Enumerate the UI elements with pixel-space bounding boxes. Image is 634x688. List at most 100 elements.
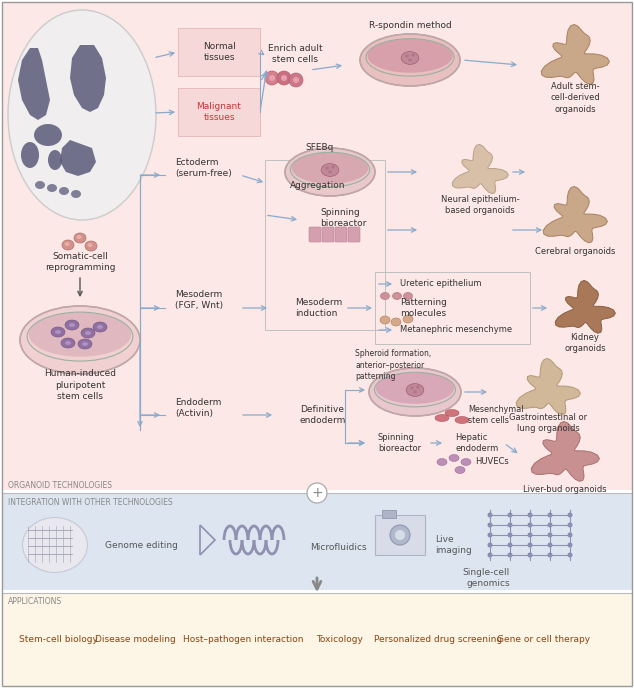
Ellipse shape bbox=[51, 327, 65, 337]
Polygon shape bbox=[541, 25, 609, 85]
Text: Mesenchymal
stem cells: Mesenchymal stem cells bbox=[468, 405, 524, 425]
Text: Mesoderm
(FGF, Wnt): Mesoderm (FGF, Wnt) bbox=[175, 290, 223, 310]
Ellipse shape bbox=[85, 241, 97, 251]
Text: HUVECs: HUVECs bbox=[475, 458, 508, 466]
Text: Spinning
bioreactor: Spinning bioreactor bbox=[320, 208, 366, 228]
Bar bbox=[2, 593, 632, 686]
Ellipse shape bbox=[321, 164, 339, 176]
Ellipse shape bbox=[20, 306, 140, 374]
Ellipse shape bbox=[85, 331, 91, 335]
Circle shape bbox=[507, 543, 512, 548]
Circle shape bbox=[527, 533, 533, 537]
Circle shape bbox=[507, 533, 512, 537]
Ellipse shape bbox=[325, 166, 329, 169]
Text: Genome editing: Genome editing bbox=[105, 541, 178, 550]
Ellipse shape bbox=[331, 166, 335, 169]
Ellipse shape bbox=[47, 184, 57, 192]
Circle shape bbox=[548, 513, 552, 517]
Bar bbox=[178, 28, 260, 76]
FancyBboxPatch shape bbox=[309, 227, 321, 242]
Circle shape bbox=[527, 543, 533, 548]
Ellipse shape bbox=[449, 455, 459, 462]
Ellipse shape bbox=[445, 409, 459, 416]
Text: Malignant
tissues: Malignant tissues bbox=[197, 102, 242, 122]
Ellipse shape bbox=[65, 320, 79, 330]
Text: Disease modeling: Disease modeling bbox=[94, 636, 176, 645]
Text: Ureteric epithelium: Ureteric epithelium bbox=[400, 279, 481, 288]
Circle shape bbox=[567, 543, 573, 548]
Ellipse shape bbox=[455, 416, 469, 424]
Text: Live
imaging: Live imaging bbox=[435, 535, 472, 555]
Ellipse shape bbox=[360, 34, 460, 86]
Circle shape bbox=[567, 533, 573, 537]
Circle shape bbox=[567, 552, 573, 557]
Ellipse shape bbox=[188, 88, 248, 126]
Ellipse shape bbox=[81, 328, 95, 338]
Ellipse shape bbox=[59, 187, 69, 195]
Circle shape bbox=[527, 522, 533, 528]
Ellipse shape bbox=[65, 341, 71, 345]
Ellipse shape bbox=[77, 235, 82, 239]
Text: SFEBq: SFEBq bbox=[306, 142, 334, 151]
Ellipse shape bbox=[392, 292, 401, 299]
Text: Hepatic
endoderm: Hepatic endoderm bbox=[455, 433, 498, 453]
Ellipse shape bbox=[406, 384, 424, 396]
Ellipse shape bbox=[35, 181, 45, 189]
Circle shape bbox=[488, 533, 493, 537]
Ellipse shape bbox=[8, 10, 156, 220]
Ellipse shape bbox=[97, 325, 103, 329]
Bar bbox=[382, 510, 396, 518]
Ellipse shape bbox=[328, 171, 332, 173]
Ellipse shape bbox=[410, 387, 414, 389]
Circle shape bbox=[390, 525, 410, 545]
Text: Normal
tissues: Normal tissues bbox=[203, 42, 235, 62]
Circle shape bbox=[548, 552, 552, 557]
Ellipse shape bbox=[292, 153, 368, 184]
Ellipse shape bbox=[437, 458, 447, 466]
Text: Patterning
molecules: Patterning molecules bbox=[400, 298, 447, 318]
Circle shape bbox=[527, 513, 533, 517]
Circle shape bbox=[548, 533, 552, 537]
Ellipse shape bbox=[461, 458, 471, 466]
Ellipse shape bbox=[405, 54, 409, 58]
Text: Neural epithelium-
based organoids: Neural epithelium- based organoids bbox=[441, 195, 519, 215]
Text: R-spondin method: R-spondin method bbox=[368, 21, 451, 30]
Text: INTEGRATION WITH OTHER TECHNOLOGIES: INTEGRATION WITH OTHER TECHNOLOGIES bbox=[8, 498, 172, 507]
Text: Human-induced
pluripotent
stem cells: Human-induced pluripotent stem cells bbox=[44, 369, 116, 400]
Bar bbox=[375, 515, 425, 555]
Ellipse shape bbox=[285, 148, 375, 196]
Text: Somatic-cell
reprogramming: Somatic-cell reprogramming bbox=[45, 252, 115, 272]
Ellipse shape bbox=[369, 368, 461, 416]
Polygon shape bbox=[531, 422, 599, 482]
Ellipse shape bbox=[61, 338, 75, 348]
Ellipse shape bbox=[22, 517, 87, 572]
Polygon shape bbox=[70, 45, 106, 112]
Circle shape bbox=[293, 77, 299, 83]
Polygon shape bbox=[18, 48, 50, 120]
Polygon shape bbox=[516, 358, 580, 415]
Circle shape bbox=[527, 552, 533, 557]
Bar bbox=[2, 493, 632, 590]
Circle shape bbox=[488, 552, 493, 557]
Ellipse shape bbox=[411, 54, 415, 56]
Ellipse shape bbox=[65, 242, 70, 246]
Text: Spheroid formation,
anterior–posterior
patterning: Spheroid formation, anterior–posterior p… bbox=[355, 350, 431, 380]
Circle shape bbox=[507, 552, 512, 557]
Ellipse shape bbox=[69, 323, 75, 327]
Text: Endoderm
(Activin): Endoderm (Activin) bbox=[175, 398, 221, 418]
Text: Ectoderm
(serum-free): Ectoderm (serum-free) bbox=[175, 158, 232, 178]
Ellipse shape bbox=[435, 414, 449, 422]
Bar bbox=[375, 272, 530, 344]
Bar bbox=[178, 88, 260, 136]
Ellipse shape bbox=[403, 292, 413, 299]
Circle shape bbox=[567, 522, 573, 528]
Text: Personalized drug screening: Personalized drug screening bbox=[374, 636, 502, 645]
Text: +: + bbox=[311, 486, 323, 500]
Ellipse shape bbox=[71, 190, 81, 198]
Text: Spinning
bioreactor: Spinning bioreactor bbox=[378, 433, 421, 453]
Text: Metanephric mesenchyme: Metanephric mesenchyme bbox=[400, 325, 512, 334]
Ellipse shape bbox=[87, 243, 93, 247]
Polygon shape bbox=[452, 144, 508, 194]
Ellipse shape bbox=[380, 292, 389, 299]
Ellipse shape bbox=[408, 58, 412, 61]
